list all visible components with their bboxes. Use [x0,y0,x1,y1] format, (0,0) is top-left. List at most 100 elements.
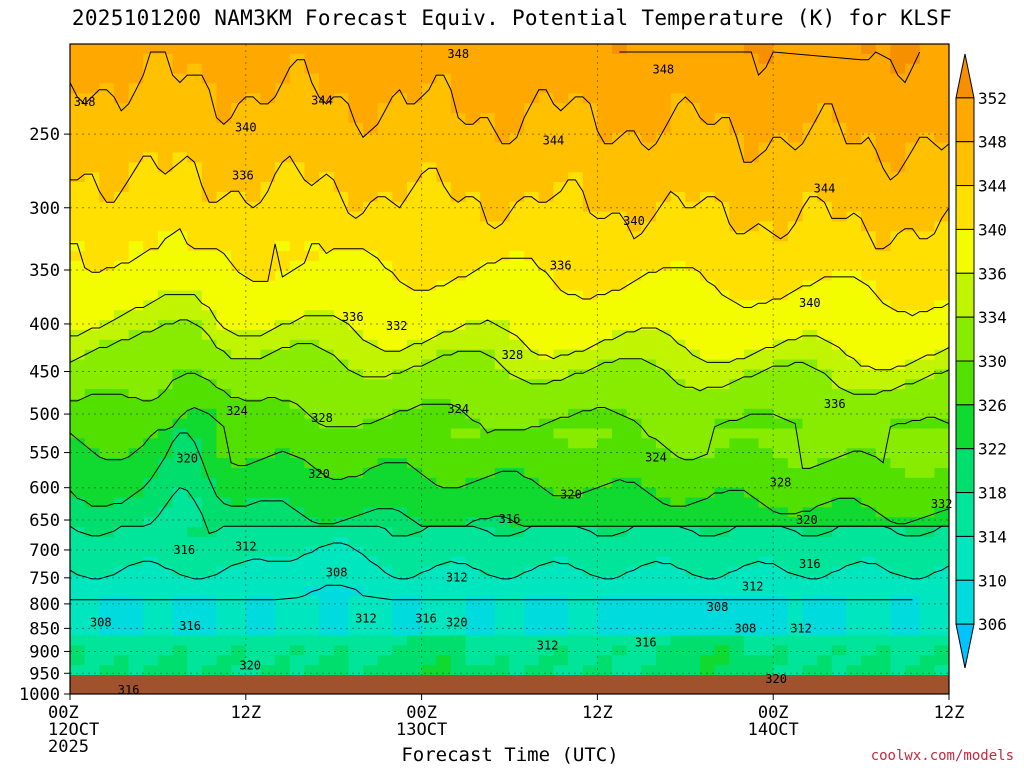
field-cell [729,389,745,400]
field-cell [260,566,276,578]
field-cell [480,63,496,75]
field-cell [597,517,613,528]
field-cell [260,458,276,469]
field-cell [758,556,774,568]
field-cell [392,73,408,85]
field-cell [260,122,276,134]
field-cell [626,280,642,292]
field-cell [817,596,833,607]
field-cell [231,93,247,104]
field-cell [465,251,481,262]
field-cell [172,467,188,479]
field-cell [260,398,276,410]
field-cell [524,576,540,587]
field-cell [626,191,642,203]
field-cell [905,517,921,528]
field-cell [245,655,262,666]
field-cell [231,122,247,134]
field-cell [187,122,203,134]
field-cell [685,586,701,597]
field-cell [363,162,379,173]
field-cell [729,172,745,183]
field-cell [582,172,598,183]
field-cell [538,655,555,666]
field-cell [70,221,86,232]
field-cell [216,467,232,479]
field-cell [480,83,496,94]
field-cell [890,191,906,203]
field-cell [333,300,349,311]
field-cell [743,73,760,85]
field-cell [846,497,862,508]
field-cell [905,576,921,587]
credit-link[interactable]: coolwx.com/models [870,748,1014,764]
field-cell [905,556,921,568]
field-cell [319,113,335,124]
field-cell [113,586,130,597]
field-cell [187,615,203,627]
field-cell [685,172,701,183]
field-cell [260,191,276,203]
field-cell [406,655,423,666]
field-cell [260,221,276,232]
field-cell [260,320,276,331]
field-cell [275,191,291,203]
y-tick-label: 300 [29,199,60,219]
field-cell [524,310,540,321]
x-axis-label: Forecast Time (UTC) [401,744,619,766]
field-cell [699,398,716,410]
field-cell [70,428,86,439]
field-cell [275,408,291,420]
field-cell [905,270,921,282]
x-tick-label: 12Z [582,703,613,723]
field-cell [509,586,525,597]
field-cell [568,556,584,568]
field-cell [568,665,584,675]
field-cell [905,507,921,518]
field-cell [245,103,262,114]
field-cell [773,182,789,193]
field-cell [758,527,774,538]
field-cell [289,379,305,390]
field-cell [172,615,188,627]
field-cell [553,103,569,114]
field-cell [919,310,935,321]
field-cell [99,251,115,262]
field-cell [626,73,642,85]
field-cell [377,44,393,55]
field-cell [787,310,804,321]
field-cell [773,625,789,637]
field-cell [304,320,320,331]
field-cell [99,359,115,370]
field-cell [406,290,423,301]
field-cell [216,458,232,469]
field-cell [480,477,496,489]
field-cell [568,251,584,262]
field-cell [231,477,247,489]
field-cell [656,73,672,85]
field-cell [641,546,657,558]
field-cell [743,596,760,607]
field-cell [289,615,305,627]
field-cell [641,458,657,469]
field-cell [934,477,949,489]
field-cell [245,605,262,617]
field-cell [260,536,276,548]
field-cell [905,467,921,479]
field-cell [289,290,305,301]
field-cell [758,359,774,370]
field-cell [787,428,804,439]
field-cell [260,280,276,292]
field-cell [304,241,320,252]
field-cell [670,329,686,341]
field-cell [802,605,818,617]
field-cell [201,635,218,647]
field-cell [831,73,848,85]
field-cell [319,458,335,469]
field-cell [568,241,584,252]
field-cell [275,83,291,94]
field-cell [861,458,877,469]
field-cell [568,191,584,203]
field-cell [406,389,423,400]
field-cell [582,359,598,370]
